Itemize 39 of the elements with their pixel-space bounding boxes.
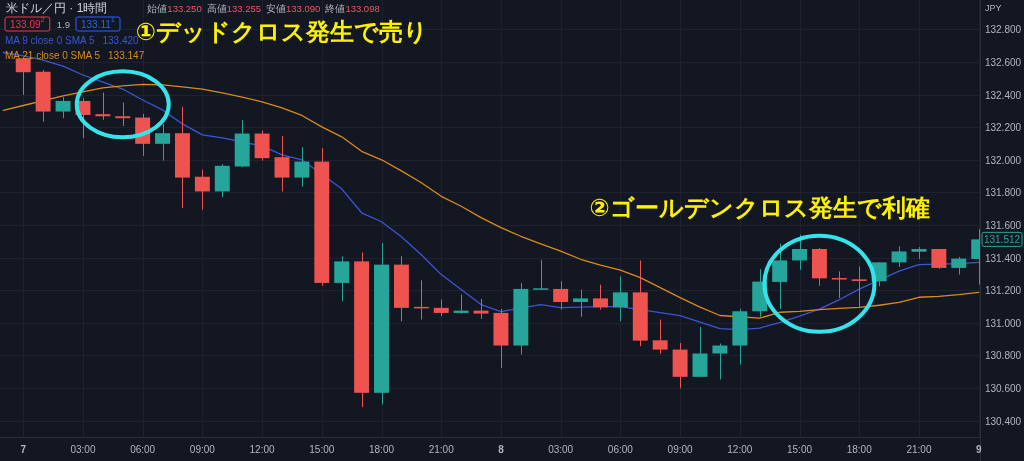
legend-value: 133.147	[108, 49, 145, 61]
xtick-label: 03:00	[548, 443, 574, 455]
xtick-label: 21:00	[906, 443, 932, 455]
ytick-label: 131.200	[984, 284, 1022, 296]
ytick-label: 132.400	[984, 89, 1022, 101]
xtick-label: 18:00	[846, 443, 872, 455]
ytick-label: 131.000	[984, 317, 1022, 329]
xtick-label: 7	[20, 443, 26, 455]
ylabel: JPY	[985, 3, 1002, 13]
last-price-label: 131.512	[983, 233, 1021, 245]
title: 米ドル／円 · 1時間	[6, 1, 108, 15]
xtick-label: 15:00	[787, 443, 813, 455]
ytick-label: 130.400	[984, 415, 1022, 427]
xtick-label: 12:00	[249, 443, 275, 455]
ytick-label: 130.600	[984, 382, 1022, 394]
xtick-label: 03:00	[70, 443, 96, 455]
xtick-label: 21:00	[428, 443, 454, 455]
subtitle: 始値133.250 高値133.255 安値133.090 終値133.098	[147, 2, 380, 14]
xtick-label: 06:00	[607, 443, 633, 455]
sell-price-label: 133.09$^{2}$	[10, 15, 45, 30]
xtick-label: 8	[498, 443, 504, 455]
xtick-label: 9	[975, 443, 982, 455]
ytick-label: 130.800	[984, 349, 1022, 361]
ytick-label: 132.800	[984, 23, 1022, 35]
ytick-label: 131.600	[984, 219, 1022, 231]
xtick-label: 18:00	[369, 443, 395, 455]
ytick-label: 131.800	[984, 186, 1022, 198]
xtick-label: 06:00	[130, 443, 156, 455]
buy-price-label: 133.11$^{1}$	[81, 15, 115, 30]
ytick-label: 132.600	[984, 56, 1022, 68]
xtick-label: 15:00	[309, 443, 335, 455]
ytick-label: 132.000	[984, 154, 1022, 166]
xtick-label: 09:00	[189, 443, 215, 455]
xtick-label: 09:00	[667, 443, 693, 455]
ytick-label: 132.200	[984, 121, 1022, 133]
ytick-label: 131.400	[984, 252, 1022, 264]
spread: 1.9	[56, 18, 70, 30]
callout-label: ②ゴールデンクロス発生で利確	[589, 193, 930, 222]
xtick-label: 12:00	[727, 443, 753, 455]
